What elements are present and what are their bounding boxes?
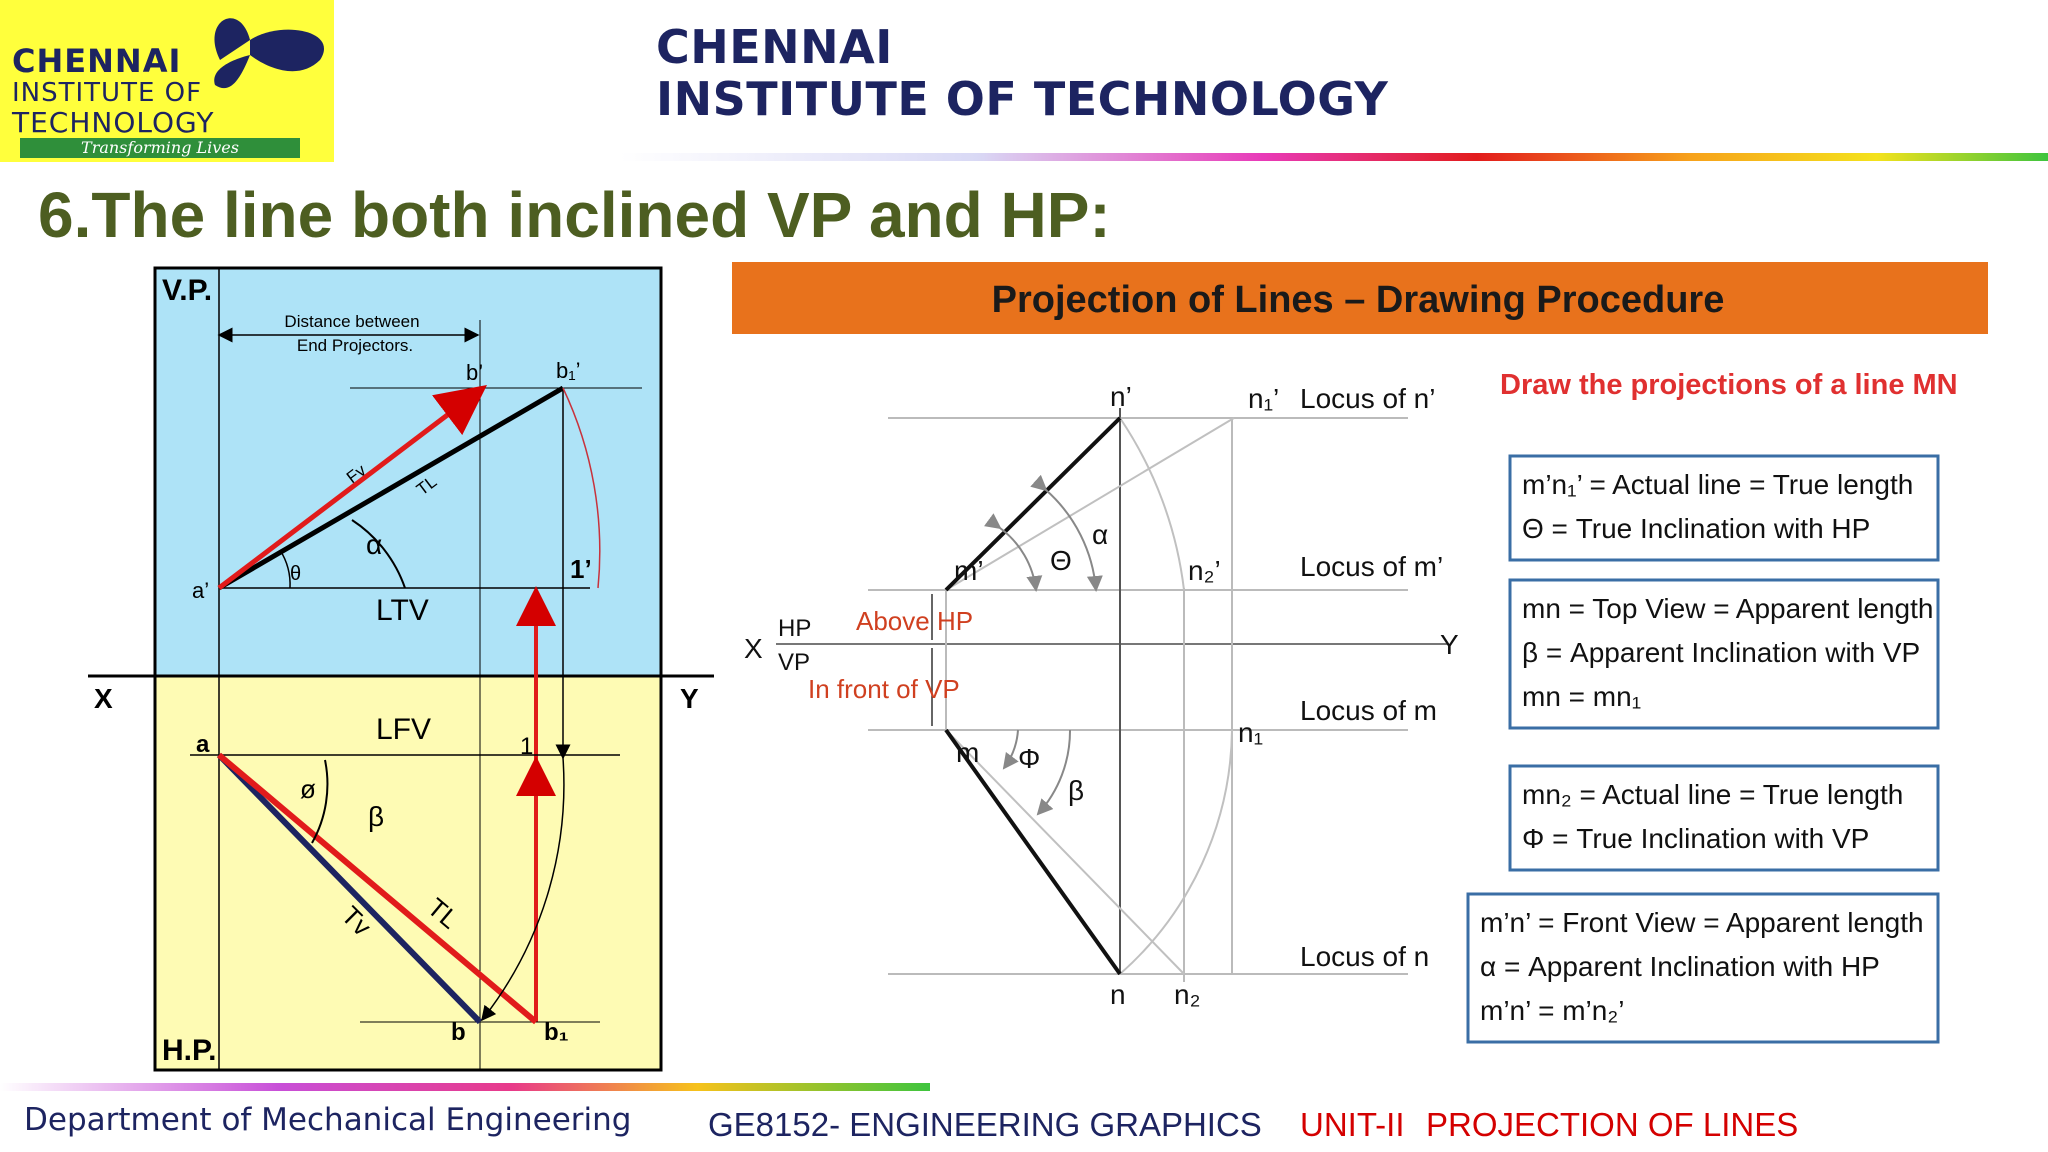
footer-course: GE8152- ENGINEERING GRAPHICS — [708, 1106, 1262, 1143]
right-procedure-diagram: Projection of Lines – Drawing Procedure … — [732, 262, 1988, 1044]
b1-prime-label: b₁’ — [556, 358, 581, 383]
b-prime-label: b’ — [466, 360, 483, 385]
phi-label: ø — [300, 774, 316, 804]
theta-label: θ — [290, 563, 301, 585]
info-box-2 — [1508, 578, 1940, 730]
lfv-label: LFV — [376, 713, 431, 746]
box4-line3: m’n’ = m’n₂’ — [1480, 995, 1624, 1026]
y-label-right: Y — [1440, 629, 1459, 660]
locus-n-label: Locus of n — [1300, 941, 1429, 972]
alpha-label-right: α — [1092, 519, 1108, 550]
box2-line2: β = Apparent Inclination with VP — [1522, 637, 1920, 668]
b1-label: b₁ — [544, 1019, 569, 1046]
phi-label-right: Φ — [1018, 743, 1040, 774]
box1-line1: m’n₁’ = Actual line = True length — [1522, 469, 1913, 500]
footer-topic: PROJECTION OF LINES — [1426, 1106, 1799, 1143]
x-label: X — [94, 683, 113, 714]
logo-tagline: Transforming Lives — [20, 138, 300, 158]
info-box-4 — [1466, 892, 1940, 1044]
n-prime-label: n’ — [1110, 381, 1132, 412]
above-hp-label: Above HP — [856, 606, 973, 636]
footer-department: Department of Mechanical Engineering — [24, 1102, 632, 1138]
n1-label: n₁ — [1238, 717, 1263, 748]
theta-label-right: Θ — [1050, 545, 1072, 576]
theta-arc-right — [983, 513, 1043, 592]
distance-label-line2: End Projectors. — [297, 336, 413, 355]
hp-label: H.P. — [162, 1034, 216, 1067]
in-front-vp-label: In front of VP — [808, 674, 960, 704]
x-label-right: X — [744, 633, 763, 664]
page-title: 6.The line both inclined VP and HP: — [38, 179, 1111, 251]
header-gradient-bar — [620, 153, 2048, 161]
institute-logo: CHENNAI INSTITUTE OF TECHNOLOGY Transfor… — [0, 0, 334, 162]
one-label: 1 — [520, 733, 533, 760]
m-label: m — [956, 737, 979, 768]
info-box-3 — [1508, 764, 1940, 872]
a-prime-label: a’ — [192, 578, 209, 603]
alpha-label: α — [366, 529, 382, 560]
distance-label-line1: Distance between — [284, 312, 419, 331]
hp-label-right: HP — [778, 615, 811, 642]
box2-line1: mn = Top View = Apparent length — [1522, 593, 1933, 624]
tv-line — [216, 752, 483, 1025]
logo-line3: TECHNOLOGY — [12, 106, 215, 139]
a-label: a — [196, 731, 210, 758]
vp-label-right: VP — [778, 649, 810, 676]
b-label: b — [451, 1019, 466, 1046]
locus-m-label: Locus of m — [1300, 695, 1437, 726]
alpha-arc — [351, 519, 406, 589]
box2-line3: mn = mn₁ — [1522, 681, 1641, 712]
beta-arc — [311, 759, 329, 844]
top-view-line — [944, 728, 1122, 976]
m-prime-label: m’ — [954, 555, 984, 586]
butterfly-icon — [214, 18, 324, 89]
box1-line2: Θ = True Inclination with HP — [1522, 513, 1870, 544]
theta-arc — [279, 549, 291, 589]
footer-unit: UNIT-II — [1300, 1106, 1405, 1143]
info-box-1 — [1508, 454, 1940, 562]
institute-name-line2: INSTITUTE OF TECHNOLOGY — [656, 72, 1389, 126]
beta-arc-right — [1036, 729, 1072, 816]
box3-line1: mn₂ = Actual line = True length — [1522, 779, 1903, 810]
banner-title: Projection of Lines – Drawing Procedure — [992, 279, 1725, 321]
banner-bar — [732, 262, 1988, 334]
plane-frame — [153, 266, 663, 1072]
left-projection-diagram: Distance between End Projectors. V.P. H.… — [88, 266, 714, 1072]
n-label: n — [1110, 979, 1126, 1010]
beta-label: β — [368, 801, 384, 832]
hp-region — [155, 676, 661, 1070]
n1-prime-label: n₁’ — [1248, 383, 1279, 414]
logo-line1: CHENNAI — [12, 42, 182, 80]
n2-prime-label: n₂’ — [1188, 555, 1221, 586]
arc-n-prime — [1119, 417, 1185, 591]
logo-line2: INSTITUTE OF — [12, 78, 203, 108]
one-prime-label: 1’ — [570, 554, 592, 584]
alpha-arc-right — [1030, 474, 1103, 592]
arc-vp — [562, 387, 601, 589]
vp-label: V.P. — [162, 274, 212, 307]
locus-n-prime-label: Locus of n’ — [1300, 383, 1435, 414]
beta-label-right: β — [1068, 775, 1084, 806]
phi-arc-right — [1002, 729, 1019, 770]
instruction-text: Draw the projections of a line MN — [1500, 369, 1958, 401]
true-length-hp — [945, 729, 1185, 975]
y-label: Y — [680, 683, 699, 714]
box3-line2: Φ = True Inclination with VP — [1522, 823, 1869, 854]
arc-hp — [481, 757, 565, 1022]
n2-label: n₂ — [1174, 979, 1200, 1010]
tl-line-hp — [217, 752, 538, 1025]
box4-line1: m’n’ = Front View = Apparent length — [1480, 907, 1924, 938]
box4-line2: α = Apparent Inclination with HP — [1480, 951, 1880, 982]
tl-line-vp — [217, 385, 565, 591]
footer-gradient-bar — [0, 1083, 930, 1091]
institute-name-line1: CHENNAI — [656, 20, 893, 74]
arc-n — [1119, 729, 1233, 975]
ltv-label: LTV — [376, 594, 429, 627]
locus-m-prime-label: Locus of m’ — [1300, 551, 1443, 582]
fv-line — [217, 384, 487, 590]
